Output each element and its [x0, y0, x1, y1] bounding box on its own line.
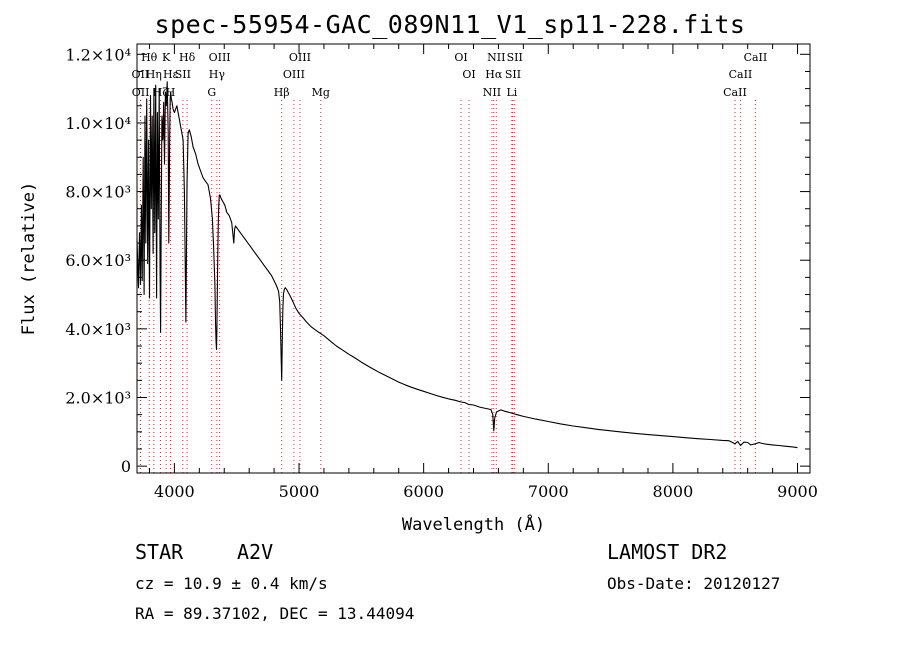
line-marker-label: Hη [146, 68, 162, 81]
x-tick-label: 4000 [154, 482, 195, 501]
line-marker-label: K [162, 51, 171, 64]
x-tick-label: 7000 [528, 482, 569, 501]
line-marker-label: OIII [209, 51, 231, 64]
redshift-info: cz = 10.9 ± 0.4 km/s [135, 574, 328, 593]
x-axis-label: Wavelength (Å) [402, 513, 545, 535]
x-tick-label: 5000 [279, 482, 320, 501]
y-tick-label: 4.0×10³ [65, 320, 131, 339]
line-marker-label: OIII [283, 68, 305, 81]
plot-frame [136, 43, 811, 474]
line-marker-label: G [207, 86, 216, 99]
y-tick-label: 6.0×10³ [65, 251, 131, 270]
line-marker-label: OII [132, 68, 150, 81]
y-tick-label: 0 [121, 457, 131, 476]
y-axis-label: Flux (relative) [19, 182, 39, 336]
line-marker-label: CaII [744, 51, 768, 64]
y-tick-label: 2.0×10³ [65, 388, 131, 407]
line-marker-label: OI [454, 51, 467, 64]
line-marker-label: Hε [163, 68, 179, 81]
coordinates: RA = 89.37102, DEC = 13.44094 [135, 604, 415, 623]
object-subclass: A2V [237, 540, 274, 564]
y-tick-label: 1.0×10⁴ [65, 114, 131, 133]
x-tick-label: 9000 [777, 482, 818, 501]
line-marker-label: CaII [729, 68, 753, 81]
line-marker-label: OII [132, 86, 150, 99]
line-marker-label: Hα [485, 68, 503, 81]
y-tick-label: 8.0×10³ [65, 183, 131, 202]
line-marker-label: Hδ [179, 51, 196, 64]
spectrum-line [136, 81, 798, 449]
line-marker-label: Hζ [153, 86, 169, 99]
line-marker-label: Hβ [274, 86, 290, 99]
line-marker-label: Mg [312, 86, 330, 99]
line-marker-label: Hθ [141, 51, 158, 64]
line-marker-label: OIII [289, 51, 311, 64]
line-marker-label: NII [483, 86, 501, 99]
line-marker-label: NII [487, 51, 505, 64]
line-marker-label: SII [175, 68, 191, 81]
x-tick-label: 6000 [403, 482, 444, 501]
survey-name: LAMOST DR2 [607, 540, 728, 564]
line-marker-label: CaII [723, 86, 747, 99]
line-marker-label: SII [505, 68, 521, 81]
object-type: STAR [135, 540, 184, 564]
line-marker-label: Hγ [209, 68, 226, 81]
observation-date: Obs-Date: 20120127 [607, 574, 781, 593]
x-tick-label: 8000 [653, 482, 694, 501]
y-tick-label: 1.2×10⁴ [65, 45, 131, 64]
line-marker-label: OI [462, 68, 475, 81]
line-marker-label: SII [507, 51, 523, 64]
line-marker-label: Li [506, 86, 517, 99]
plot-title: spec-55954-GAC_089N11_V1_sp11-228.fits [154, 10, 746, 39]
